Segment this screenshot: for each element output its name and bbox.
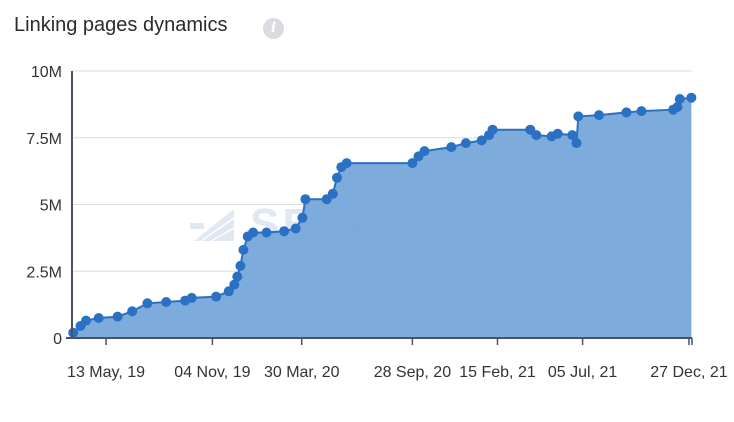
- data-point: [161, 297, 172, 307]
- data-point: [446, 142, 457, 153]
- x-axis-labels: 13 May, 19 04 Nov, 19 30 Mar, 20 28 Sep, 20…: [67, 364, 728, 381]
- data-point: [235, 260, 246, 271]
- data-point: [300, 194, 311, 205]
- axes: [66, 71, 693, 345]
- data-point: [290, 223, 301, 234]
- chart-title: Linking pages dynamics: [14, 14, 228, 36]
- data-point: [476, 135, 487, 146]
- x-tick-label: 15 Feb, 21: [459, 364, 536, 381]
- data-point: [686, 92, 697, 103]
- y-tick-label: 10M: [31, 64, 62, 81]
- data-point: [531, 130, 542, 141]
- data-point: [68, 327, 79, 338]
- x-tick-label: 04 Nov, 19: [174, 364, 250, 381]
- data-point: [594, 110, 604, 121]
- x-tick-label: 05 Jul, 21: [548, 364, 617, 381]
- data-point: [327, 188, 338, 199]
- data-point: [487, 124, 498, 135]
- data-point: [672, 102, 683, 112]
- data-point: [573, 111, 584, 122]
- data-point: [621, 107, 632, 118]
- y-tick-label: 2.5M: [26, 264, 62, 281]
- data-point: [93, 313, 104, 323]
- data-point: [238, 244, 249, 255]
- data-point: [127, 306, 138, 317]
- y-tick-label: 7.5M: [26, 131, 62, 148]
- data-point: [332, 172, 342, 183]
- data-point: [571, 138, 582, 149]
- data-point: [297, 212, 308, 223]
- x-tick-label: 28 Sep, 20: [374, 364, 452, 381]
- data-point: [261, 227, 272, 238]
- data-point: [186, 292, 197, 303]
- data-point: [248, 227, 259, 238]
- x-tick-label: 30 Mar, 20: [264, 364, 340, 381]
- data-point: [636, 106, 647, 117]
- info-icon[interactable]: i: [263, 18, 284, 39]
- data-point: [142, 298, 153, 309]
- data-point: [211, 291, 222, 302]
- data-point: [460, 138, 471, 149]
- data-point: [81, 315, 91, 326]
- data-point: [112, 311, 123, 322]
- data-point: [341, 158, 352, 169]
- y-tick-label: 0: [53, 331, 62, 348]
- data-point: [567, 130, 578, 141]
- x-tick-label: 27 Dec, 21: [650, 364, 727, 381]
- data-point: [419, 146, 430, 157]
- data-point: [674, 94, 685, 104]
- serpstat-logo-icon: [190, 209, 234, 241]
- data-point: [232, 271, 243, 282]
- x-tick-label: 13 May, 19: [67, 364, 145, 381]
- area-fill: [73, 97, 692, 338]
- data-point: [552, 128, 563, 139]
- y-tick-label: 5M: [40, 198, 62, 215]
- data-point: [223, 286, 234, 297]
- data-point: [229, 279, 240, 290]
- data-point: [407, 158, 418, 169]
- y-axis-labels: 0 2.5M 5M 7.5M 10M: [26, 64, 62, 348]
- data-points: [68, 92, 697, 338]
- data-point: [279, 226, 290, 237]
